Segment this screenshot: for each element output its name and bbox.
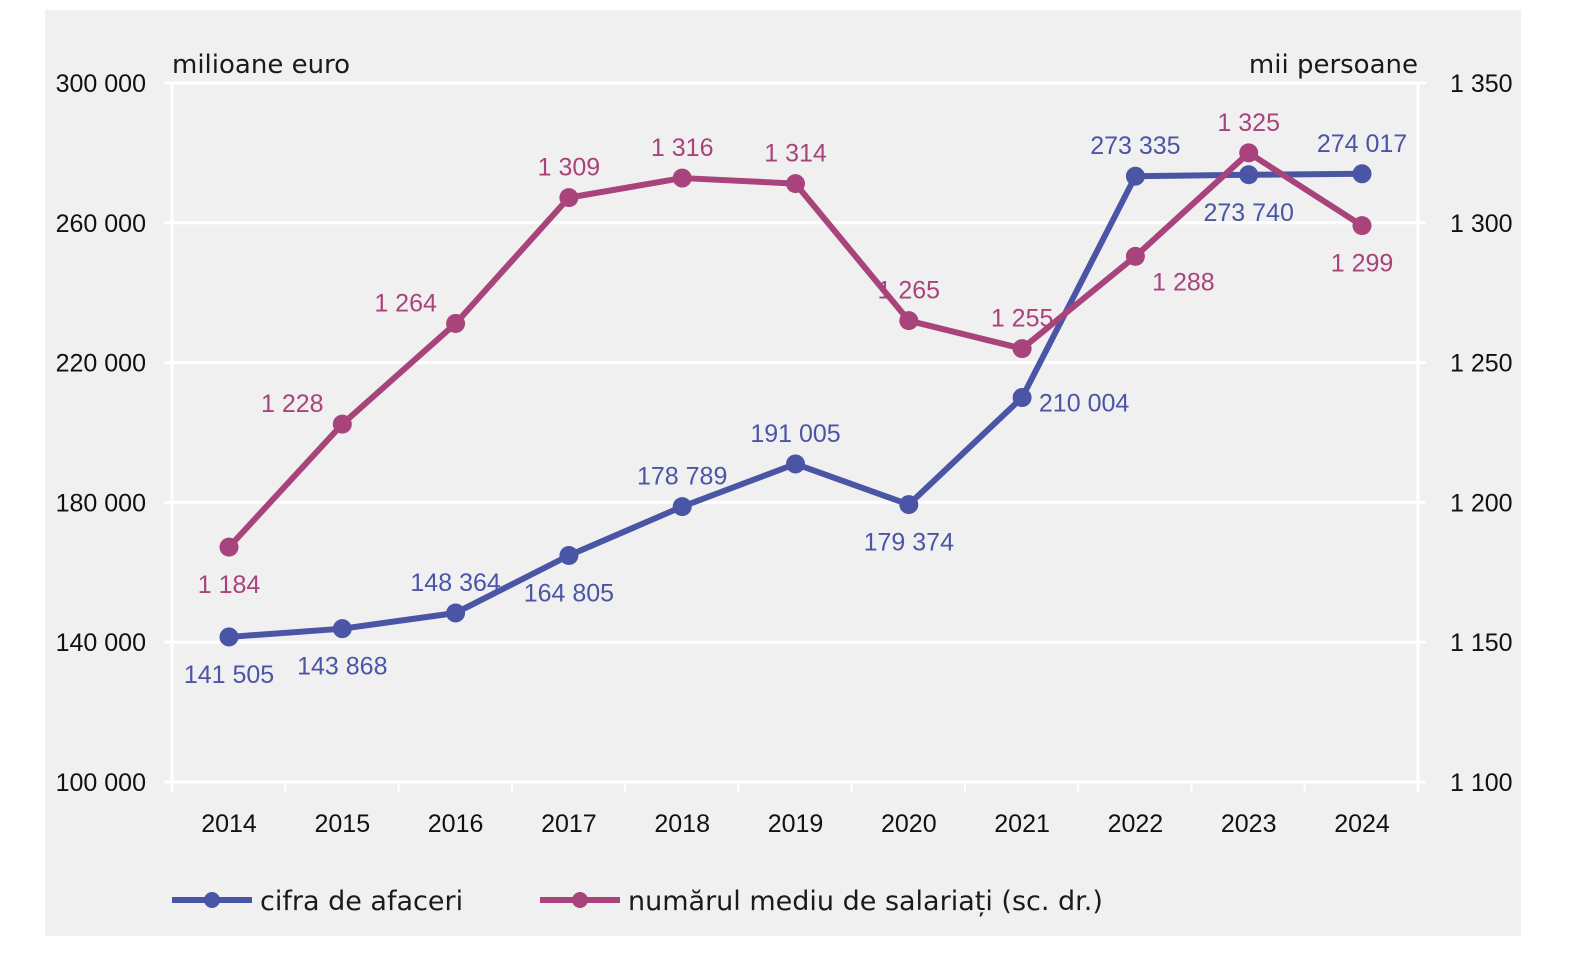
x-axis-tick-label: 2024 xyxy=(1334,810,1390,838)
data-label: 148 364 xyxy=(410,569,500,597)
data-label: 164 805 xyxy=(524,580,614,608)
left-axis-tick-label: 300 000 xyxy=(56,70,146,98)
data-label: 1 299 xyxy=(1331,250,1394,278)
legend-swatch-marker xyxy=(204,892,220,908)
data-label: 1 264 xyxy=(374,289,437,317)
legend-label: numărul mediu de salariați (sc. dr.) xyxy=(628,886,1103,917)
series-layer xyxy=(219,143,1372,647)
x-axis-tick-label: 2018 xyxy=(654,810,710,838)
data-label: 141 505 xyxy=(184,661,274,689)
right-axis-unit-label: mii persoane xyxy=(1249,50,1418,80)
left-axis-tick-label: 140 000 xyxy=(56,629,146,657)
data-label: 1 325 xyxy=(1217,109,1280,137)
legend-item: cifra de afaceri xyxy=(172,886,463,917)
data-label: 1 316 xyxy=(651,134,714,162)
x-axis-tick-label: 2019 xyxy=(768,810,824,838)
right-axis-tick-label: 1 150 xyxy=(1450,629,1513,657)
data-point xyxy=(559,546,579,566)
data-labels: 141 505 143 868 148 364 164 805 178 789 191 0… xyxy=(184,109,1407,689)
data-point xyxy=(786,454,805,474)
data-label: 1 184 xyxy=(198,571,261,599)
data-point xyxy=(1012,388,1032,408)
data-point xyxy=(219,627,239,647)
left-axis-unit-label: milioane euro xyxy=(172,50,350,80)
data-point xyxy=(219,537,239,557)
data-point xyxy=(672,497,692,517)
data-point xyxy=(1352,164,1372,184)
data-label: 1 265 xyxy=(878,277,941,305)
right-axis-tick-label: 1 350 xyxy=(1450,70,1513,98)
x-axis-tick-label: 2023 xyxy=(1221,810,1277,838)
data-point xyxy=(1239,143,1259,163)
data-point xyxy=(899,311,919,331)
data-label: 210 004 xyxy=(1039,390,1129,418)
data-point xyxy=(899,495,919,515)
left-axis-tick-label: 100 000 xyxy=(56,769,146,797)
x-axis-tick-label: 2017 xyxy=(541,810,597,838)
axes: 100 000 140 000 180 000 220 000 260 000 300 0… xyxy=(56,70,1513,838)
x-axis-tick-label: 2014 xyxy=(201,810,257,838)
legend-label: cifra de afaceri xyxy=(260,886,463,917)
data-point xyxy=(332,414,352,434)
data-label: 143 868 xyxy=(297,653,387,681)
data-label: 273 335 xyxy=(1090,132,1180,160)
data-point xyxy=(446,603,466,623)
legend-item: numărul mediu de salariați (sc. dr.) xyxy=(540,886,1103,917)
left-axis-tick-label: 180 000 xyxy=(56,489,146,517)
right-axis-tick-label: 1 300 xyxy=(1450,210,1513,238)
left-axis-tick-label: 220 000 xyxy=(56,350,146,378)
data-point xyxy=(1125,246,1145,266)
data-label: 1 288 xyxy=(1152,268,1215,296)
data-point xyxy=(332,619,352,639)
data-point xyxy=(1352,216,1372,236)
left-axis-tick-label: 260 000 xyxy=(56,210,146,238)
gridlines xyxy=(164,81,1426,792)
data-point xyxy=(559,188,579,208)
x-axis-tick-label: 2020 xyxy=(881,810,937,838)
data-label: 273 740 xyxy=(1204,199,1294,227)
right-axis-tick-label: 1 200 xyxy=(1450,489,1513,517)
data-label: 1 314 xyxy=(764,140,827,168)
x-axis-tick-label: 2022 xyxy=(1108,810,1164,838)
data-point xyxy=(446,313,466,333)
right-axis-tick-label: 1 100 xyxy=(1450,769,1513,797)
data-label: 1 228 xyxy=(261,390,324,418)
data-label: 191 005 xyxy=(750,420,840,448)
data-point xyxy=(1239,165,1259,185)
data-label: 179 374 xyxy=(864,529,954,557)
legend: cifra de afaceri numărul mediu de salaria… xyxy=(172,886,1103,917)
right-axis-tick-label: 1 250 xyxy=(1450,350,1513,378)
data-label: 1 255 xyxy=(991,305,1054,333)
data-label: 178 789 xyxy=(637,463,727,491)
data-point xyxy=(1012,339,1032,359)
x-axis-tick-label: 2015 xyxy=(314,810,370,838)
series-line-turnover xyxy=(226,170,1365,640)
legend-swatch-marker xyxy=(572,892,588,908)
series-line-employees xyxy=(226,149,1365,551)
data-point xyxy=(672,168,692,188)
data-point xyxy=(1125,166,1145,186)
x-axis-tick-label: 2016 xyxy=(428,810,484,838)
x-axis-tick-label: 2021 xyxy=(994,810,1050,838)
data-point xyxy=(786,174,805,194)
data-label: 1 309 xyxy=(538,154,601,182)
data-label: 274 017 xyxy=(1317,130,1407,158)
